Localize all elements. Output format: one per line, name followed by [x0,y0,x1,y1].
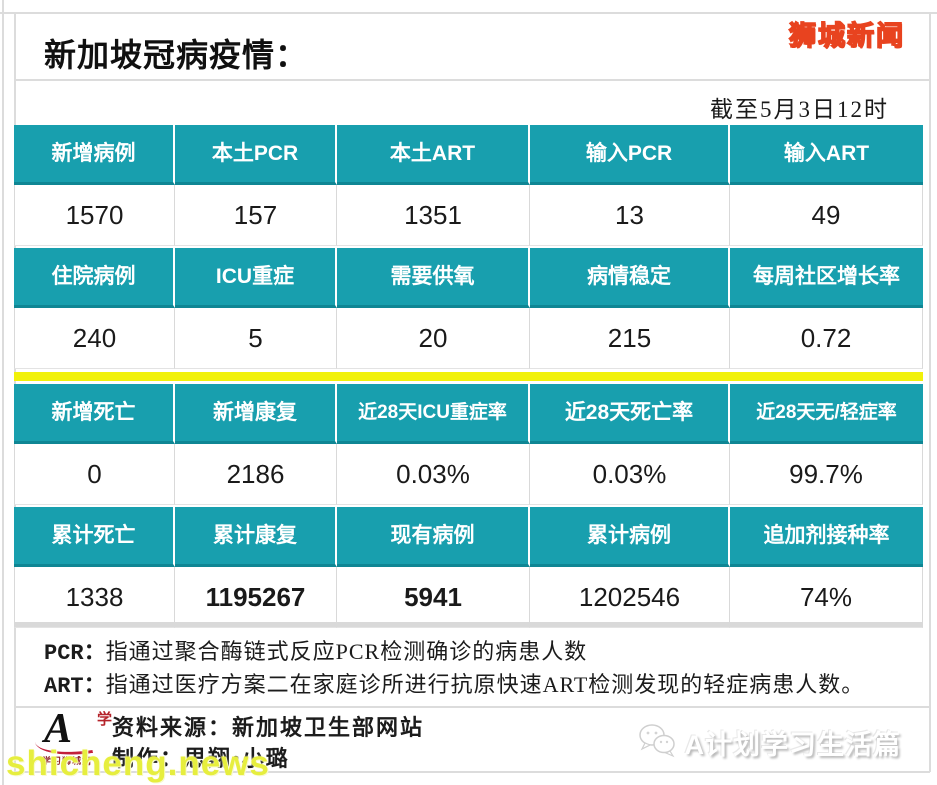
maker-line: 制作：思翔•小璐 [112,743,424,774]
value-cell: 49 [730,185,923,246]
header-cell: 累计病例 [530,507,730,567]
value-cell: 2186 [175,444,337,505]
header-cell: 近28天ICU重症率 [337,384,530,444]
table-group-cumulative: 累计死亡 累计康复 现有病例 累计病例 追加剂接种率 1338 1195267 … [14,507,923,628]
header-cell: 本土ART [337,125,530,185]
grid-hairline-footer-bottom [14,771,930,773]
note-art: ART：指通过医疗方案二在家庭诊所进行抗原快速ART检测发现的轻症病患人数。 [44,669,864,702]
logo-seal-icon: 学 [96,711,112,728]
table-value-row: 240 5 20 215 0.72 [14,308,923,369]
value-cell: 1202546 [530,567,730,628]
value-cell: 99.7% [730,444,923,505]
page-title: 新加坡冠病疫情： [44,37,309,73]
as-of-date: 截至5月3日12时 [710,97,889,122]
table-header-row: 新增病例 本土PCR 本土ART 输入PCR 输入ART [14,125,923,185]
table-group-new-cases: 新增病例 本土PCR 本土ART 输入PCR 输入ART 1570 157 13… [14,125,923,246]
header-cell: ICU重症 [175,248,337,308]
source-line: 资料来源：新加坡卫生部网站 [112,712,424,743]
wechat-account-badge: A计划学习生活篇 [637,722,902,763]
value-cell: 1570 [14,185,175,246]
grid-hairline-left-outer [2,0,4,785]
note-art-label: ART： [44,674,106,699]
header-cell: 累计死亡 [14,507,175,567]
value-cell: 157 [175,185,337,246]
grid-hairline-right [929,12,931,772]
publisher-logo: A 学 学习狮城篇 [34,706,114,766]
value-cell: 0.03% [337,444,530,505]
header-cell: 本土PCR [175,125,337,185]
header-cell: 每周社区增长率 [730,248,923,308]
maker-label: 制作： [112,746,185,771]
table-header-row: 新增死亡 新增康复 近28天ICU重症率 近28天死亡率 近28天无/轻症率 [14,384,923,444]
value-cell: 1195267 [175,567,337,628]
header-cell: 输入PCR [530,125,730,185]
header-cell: 近28天无/轻症率 [730,384,923,444]
logo-caption: 学习狮城篇 [42,756,93,766]
wechat-icon [637,722,677,763]
value-cell: 20 [337,308,530,369]
table-notes-divider [14,622,923,627]
wechat-account-name: A计划学习生活篇 [684,730,901,760]
table-header-row: 住院病例 ICU重症 需要供氧 病情稳定 每周社区增长率 [14,248,923,308]
value-cell: 215 [530,308,730,369]
stats-table: 新增病例 本土PCR 本土ART 输入PCR 输入ART 1570 157 13… [14,125,923,628]
grid-hairline-under-title [14,79,930,81]
value-cell: 74% [730,567,923,628]
header-cell: 现有病例 [337,507,530,567]
table-header-row: 累计死亡 累计康复 现有病例 累计病例 追加剂接种率 [14,507,923,567]
header-cell: 输入ART [730,125,923,185]
table-group-hospital: 住院病例 ICU重症 需要供氧 病情稳定 每周社区增长率 240 5 20 21… [14,248,923,369]
credits: 资料来源：新加坡卫生部网站 制作：思翔•小璐 [112,712,424,774]
grid-hairline-footer-top [14,706,930,708]
value-cell: 0.72 [730,308,923,369]
table-value-row: 1570 157 1351 13 49 [14,185,923,246]
header-cell: 新增死亡 [14,384,175,444]
header-cell: 新增康复 [175,384,337,444]
value-cell: 0 [14,444,175,505]
note-pcr-label: PCR： [44,641,106,666]
grid-hairline-top [0,12,937,14]
header-cell: 追加剂接种率 [730,507,923,567]
header-cell: 累计康复 [175,507,337,567]
header-cell: 住院病例 [14,248,175,308]
header-cell: 需要供氧 [337,248,530,308]
header-cell: 新增病例 [14,125,175,185]
header-cell: 近28天死亡率 [530,384,730,444]
note-pcr-text: 指通过聚合酶链式反应PCR检测确诊的病患人数 [105,639,588,664]
value-cell: 1338 [14,567,175,628]
table-group-deaths-recovery: 新增死亡 新增康复 近28天ICU重症率 近28天死亡率 近28天无/轻症率 0… [14,384,923,505]
maker-value: 思翔•小璐 [184,746,290,771]
top-watermark: 狮城新闻 [788,20,905,52]
yellow-divider [14,372,923,381]
table-value-row: 1338 1195267 5941 1202546 74% [14,567,923,628]
source-value: 新加坡卫生部网站 [232,715,425,740]
header-cell: 病情稳定 [530,248,730,308]
note-pcr: PCR：指通过聚合酶链式反应PCR检测确诊的病患人数 [44,636,864,669]
value-cell: 240 [14,308,175,369]
bottom-watermark: shicheng.news [6,744,270,783]
note-art-text: 指通过医疗方案二在家庭诊所进行抗原快速ART检测发现的轻症病患人数。 [105,672,865,697]
value-cell: 1351 [337,185,530,246]
table-value-row: 0 2186 0.03% 0.03% 99.7% [14,444,923,505]
value-cell: 0.03% [530,444,730,505]
logo-letter: A [44,706,73,752]
source-label: 资料来源： [112,715,233,740]
value-cell: 13 [530,185,730,246]
value-cell: 5941 [337,567,530,628]
footnotes: PCR：指通过聚合酶链式反应PCR检测确诊的病患人数 ART：指通过医疗方案二在… [44,636,864,702]
value-cell: 5 [175,308,337,369]
